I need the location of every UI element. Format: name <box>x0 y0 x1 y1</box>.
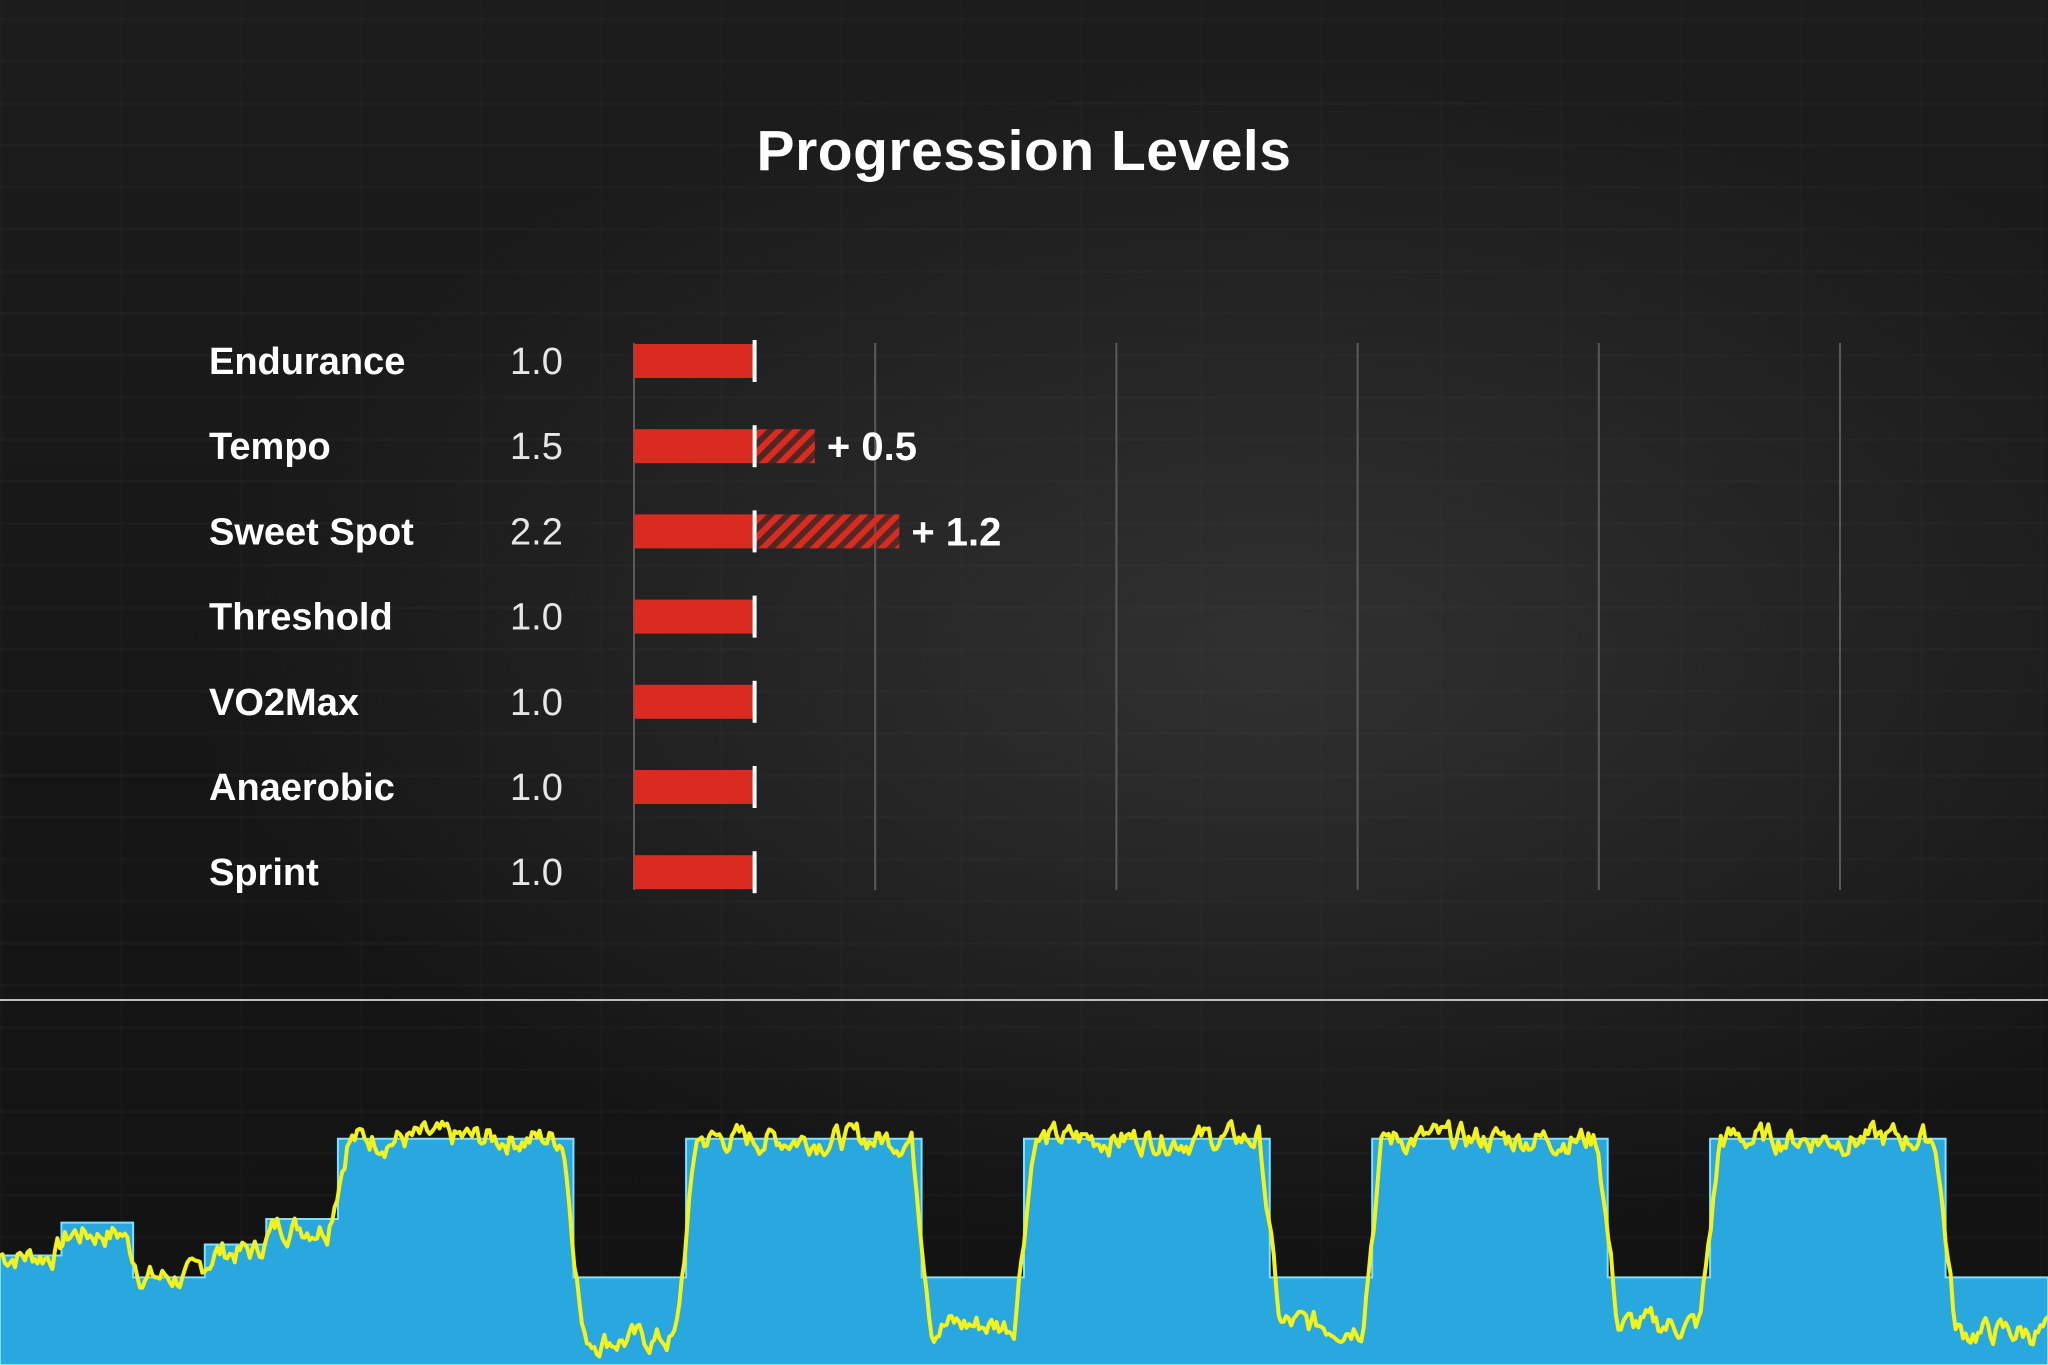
bar-increase-sweet-spot <box>754 514 900 549</box>
bar-endurance <box>634 344 755 378</box>
category-label-anaerobic: Anaerobic <box>209 767 395 809</box>
baseline-marker-sweet-spot <box>752 510 757 553</box>
value-label-endurance: 1.0 <box>510 341 563 383</box>
category-label-endurance: Endurance <box>209 341 405 383</box>
actual-power-line <box>0 1119 2048 1359</box>
value-label-vo2max: 1.0 <box>510 682 563 724</box>
category-label-tempo: Tempo <box>209 426 331 468</box>
bar-tempo <box>634 429 755 464</box>
value-label-sprint: 1.0 <box>510 852 563 894</box>
chart-title: Progression Levels <box>756 119 1292 183</box>
bar-threshold <box>634 599 755 634</box>
baseline-marker-tempo <box>752 425 757 468</box>
value-label-tempo: 1.5 <box>510 426 563 468</box>
bar-anaerobic <box>634 770 755 804</box>
bar-vo2max <box>634 684 755 719</box>
category-label-sprint: Sprint <box>209 852 319 894</box>
baseline-marker-anaerobic <box>752 766 757 808</box>
category-label-vo2max: VO2Max <box>209 682 359 724</box>
increase-label-tempo: + 0.5 <box>827 425 917 469</box>
bar-sweet-spot <box>634 514 755 549</box>
bar-increase-tempo <box>754 429 815 464</box>
bar-sprint <box>634 855 755 890</box>
baseline-marker-vo2max <box>752 680 757 723</box>
category-label-sweet-spot: Sweet Spot <box>209 511 414 553</box>
value-label-sweet-spot: 2.2 <box>510 511 563 553</box>
increase-label-sweet-spot: + 1.2 <box>911 510 1001 554</box>
baseline-marker-threshold <box>752 595 757 638</box>
value-label-anaerobic: 1.0 <box>510 767 563 809</box>
value-label-threshold: 1.0 <box>510 597 563 639</box>
category-label-threshold: Threshold <box>209 597 393 639</box>
baseline-marker-sprint <box>752 851 757 894</box>
baseline-marker-endurance <box>752 340 757 382</box>
